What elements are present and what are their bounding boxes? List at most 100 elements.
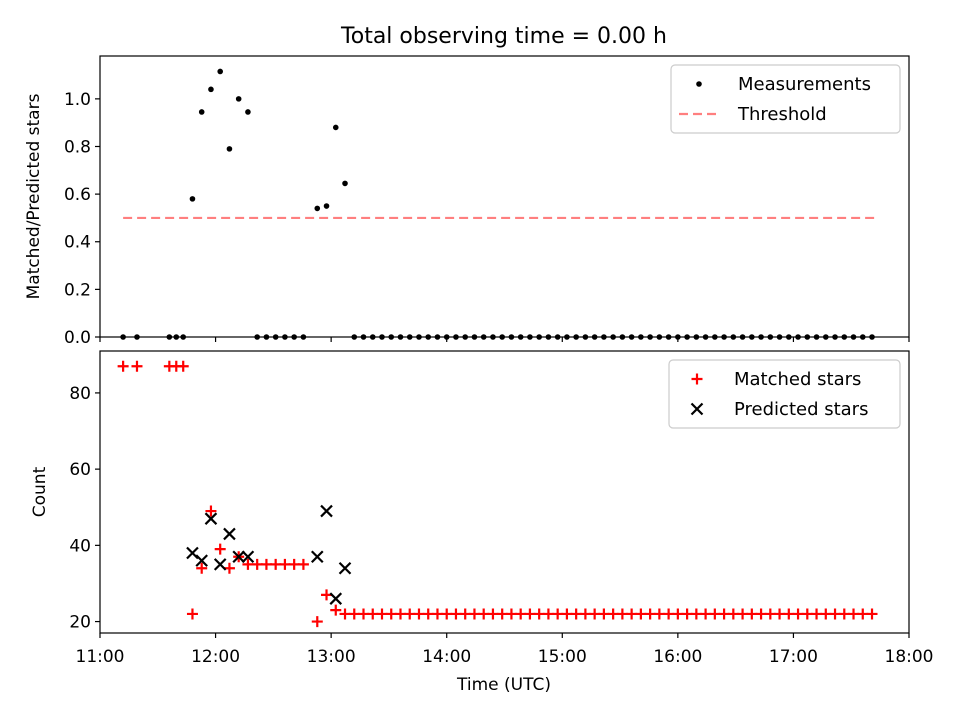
data-point xyxy=(177,360,189,372)
data-point xyxy=(223,527,236,541)
data-point xyxy=(245,109,251,115)
data-point xyxy=(857,608,869,620)
y-tick-label: 0.6 xyxy=(64,185,91,205)
x-tick-label: 18:00 xyxy=(885,647,934,667)
data-point xyxy=(242,558,254,570)
data-point xyxy=(533,608,545,620)
data-point xyxy=(348,608,360,620)
data-point xyxy=(214,543,226,555)
x-tick-label: 17:00 xyxy=(769,647,818,667)
legend-marker xyxy=(696,81,702,87)
data-point xyxy=(820,608,832,620)
data-point xyxy=(524,608,536,620)
data-point xyxy=(709,608,721,620)
data-point xyxy=(737,608,749,620)
data-point xyxy=(329,592,343,605)
data-point xyxy=(376,608,388,620)
data-point xyxy=(626,608,638,620)
data-point xyxy=(515,608,527,620)
data-point xyxy=(310,550,324,564)
y-axis-label: Count xyxy=(30,466,50,517)
data-point xyxy=(552,608,564,620)
data-point xyxy=(441,608,453,620)
data-point xyxy=(189,196,196,202)
x-tick-label: 13:00 xyxy=(307,647,356,667)
data-point xyxy=(459,608,471,620)
legend-label: Measurements xyxy=(738,74,871,95)
data-point xyxy=(186,608,198,620)
data-point xyxy=(297,558,309,570)
y-tick-label: 1.0 xyxy=(64,90,91,110)
data-point xyxy=(829,608,841,620)
data-point xyxy=(727,608,739,620)
data-point xyxy=(487,608,499,620)
y-tick-label: 0.8 xyxy=(64,137,91,157)
data-point xyxy=(672,608,684,620)
data-point xyxy=(718,608,730,620)
data-point xyxy=(208,86,214,93)
data-point xyxy=(811,608,823,620)
data-point xyxy=(235,96,242,102)
data-point xyxy=(478,608,490,620)
y-tick-label: 40 xyxy=(69,536,91,556)
legend-box xyxy=(670,64,901,134)
x-axis-label: Time (UTC) xyxy=(456,675,551,695)
data-point xyxy=(314,205,321,212)
data-point xyxy=(690,608,702,620)
data-point xyxy=(404,608,416,620)
data-point xyxy=(607,608,619,620)
data-point xyxy=(468,608,480,620)
data-point xyxy=(205,505,217,517)
x-tick-label: 16:00 xyxy=(653,647,702,667)
x-tick-label: 15:00 xyxy=(538,647,587,667)
ratio-panel: 0.0 0.2 0.4 0.6 0.8 1.0 Matched/Predicted star… xyxy=(24,55,910,348)
data-point xyxy=(866,608,878,620)
data-point xyxy=(570,608,582,620)
data-point xyxy=(232,550,245,564)
y-tick-label: 60 xyxy=(69,460,91,480)
series-predicted-stars xyxy=(186,504,352,605)
data-point xyxy=(204,512,218,525)
data-point xyxy=(848,608,860,620)
data-point xyxy=(755,608,767,620)
data-point xyxy=(700,608,712,620)
data-point xyxy=(653,608,665,620)
legend-marker xyxy=(690,402,704,416)
data-point xyxy=(367,608,379,620)
data-point xyxy=(542,608,554,620)
data-point xyxy=(288,558,300,570)
legend-label: Matched stars xyxy=(734,369,861,390)
legend-label: Threshold xyxy=(737,104,827,125)
y-tick-label: 20 xyxy=(69,613,91,633)
data-point xyxy=(251,558,263,570)
data-point xyxy=(505,608,517,620)
data-point xyxy=(496,608,508,620)
data-point xyxy=(616,608,628,620)
data-point xyxy=(644,608,656,620)
data-point xyxy=(323,203,330,209)
data-point xyxy=(450,608,462,620)
data-point xyxy=(213,558,227,571)
data-point xyxy=(431,608,443,620)
data-point xyxy=(792,608,804,620)
data-point xyxy=(332,124,339,131)
data-point xyxy=(260,558,272,570)
y-axis-label: Matched/Predicted stars xyxy=(24,93,44,299)
data-point xyxy=(320,504,333,518)
data-point xyxy=(339,608,351,620)
x-tick-label: 12:00 xyxy=(191,647,240,667)
data-point xyxy=(226,146,233,152)
data-point xyxy=(801,608,813,620)
y-tick-label: 0.4 xyxy=(64,233,91,253)
data-point xyxy=(131,360,143,372)
data-point xyxy=(579,608,591,620)
series-matched-stars xyxy=(117,360,878,628)
data-point xyxy=(342,180,348,187)
y-tick-label: 0.2 xyxy=(64,280,91,300)
data-point xyxy=(681,608,693,620)
data-point xyxy=(279,558,291,570)
plot-frame xyxy=(99,55,910,338)
x-tick-label: 11:00 xyxy=(76,647,125,667)
data-point xyxy=(358,608,370,620)
